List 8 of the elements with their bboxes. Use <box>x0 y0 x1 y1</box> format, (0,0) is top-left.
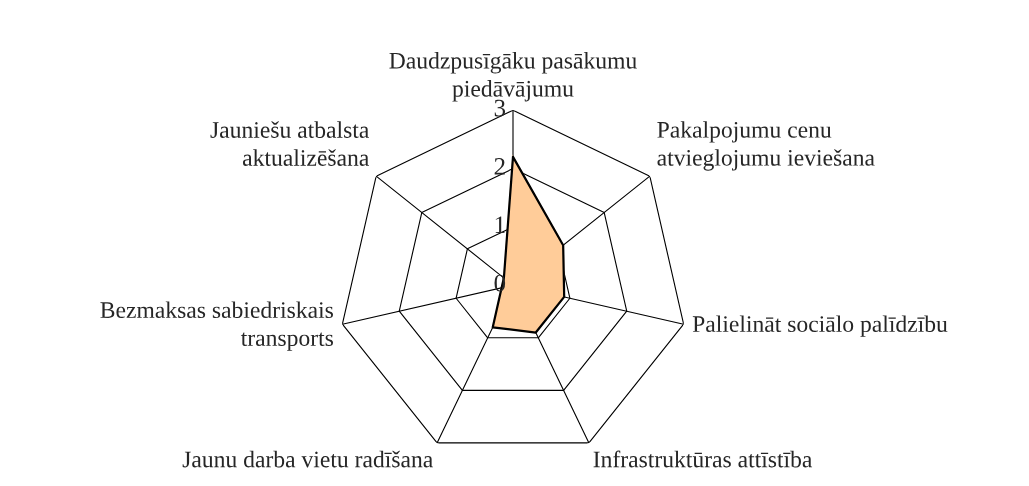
spoke-label: Infrastruktūras attīstība <box>593 450 813 468</box>
spoke-label: Jauniešu atbalsta aktualizēšana <box>210 121 370 166</box>
y-tick-label: 2 <box>494 158 505 175</box>
spoke-label: Jaunu darba vietu radīšana <box>182 450 433 468</box>
spoke-label: Pakalpojumu cenu atvieglojumu ieviešana <box>657 121 875 171</box>
spoke-label: Palielināt sociālo palīdzību <box>692 315 948 337</box>
spoke-label: Bezmaksas sabiedriskais transports <box>100 301 333 351</box>
y-tick-label: 1 <box>495 216 505 233</box>
